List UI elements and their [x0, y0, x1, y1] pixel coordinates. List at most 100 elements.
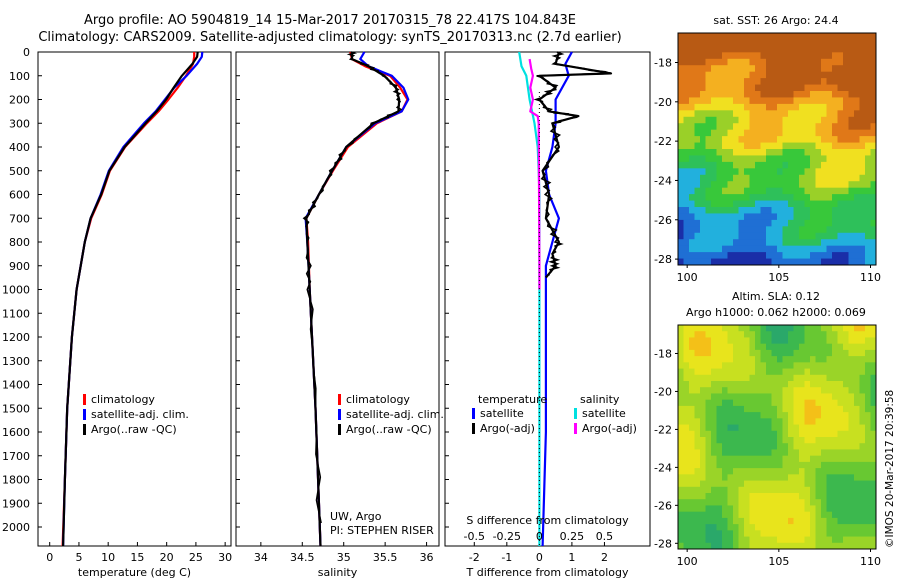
sst-map-cell [804, 52, 811, 60]
sst-map-cell [782, 168, 789, 176]
difference-xtick-label: 0 [536, 551, 543, 564]
sla-map-cell [782, 381, 789, 388]
sla-map-cell [782, 405, 789, 413]
sst-map-cell [843, 161, 849, 169]
sla-map-cell [865, 524, 871, 531]
sla-map-cell [727, 393, 734, 401]
sst-map-cell [683, 161, 690, 169]
sla-map-cell [859, 343, 866, 351]
sla-map-cell [766, 474, 772, 482]
sla-map-cell [782, 524, 789, 531]
sst-map-cell [826, 84, 833, 92]
sst-map-cell [738, 200, 745, 208]
sst-map-cell [766, 187, 772, 195]
sst-map-cell [843, 245, 849, 253]
sla-map-cell [793, 368, 800, 376]
sst-map-cell [793, 58, 800, 66]
sst-map-cell [694, 58, 701, 66]
sla-map-cell [843, 349, 849, 357]
sla-map-cell [738, 474, 745, 482]
sla-map-cell [711, 449, 717, 457]
sst-map-cell [810, 71, 816, 79]
sla-map-cell [782, 393, 789, 401]
sst-map-cell [727, 91, 734, 98]
sst-map-cell [815, 245, 822, 253]
temperature-xtick-label: 10 [101, 551, 115, 564]
sla-map-cell [854, 449, 860, 457]
sst-map-cell [859, 91, 866, 98]
sst-map-cell [716, 207, 723, 214]
sla-map-cell [683, 542, 690, 550]
sla-map-cell [865, 474, 871, 482]
sla-map-cell [744, 331, 750, 338]
sst-map-cell [744, 168, 750, 176]
sst-map-cell [777, 91, 783, 98]
sst-map-cell [716, 168, 723, 176]
sst-map-cell [700, 252, 706, 260]
sst-map-cell [826, 187, 833, 195]
sla-map-cell [804, 331, 811, 338]
sst-map-cell [727, 103, 734, 111]
sla-map-cell [711, 393, 717, 401]
sla-map-cell [821, 499, 827, 506]
sst-map-cell [700, 39, 706, 47]
sst-map-cell [848, 207, 855, 214]
sst-map-cell [777, 123, 783, 131]
sst-map-cell [782, 245, 789, 253]
sla-map-cell [683, 325, 690, 332]
sla-map-cell [815, 474, 822, 482]
sst-map-cell [854, 149, 860, 156]
sst-map-cell [678, 116, 684, 124]
sst-map-cell [870, 97, 877, 105]
sst-map-cell [760, 258, 767, 266]
sst-map-cell [799, 174, 805, 182]
sla-map-cell [832, 424, 838, 432]
sst-map-cell [810, 123, 816, 131]
sst-map-cell [749, 84, 756, 92]
sst-map-cell [694, 258, 701, 266]
sst-map-cell [810, 52, 816, 60]
sla-map-cell [689, 325, 695, 332]
sla-map-cell [733, 524, 739, 531]
sla-map-cell [821, 524, 827, 531]
sla-map-xtick-label: 105 [768, 555, 789, 568]
sla-map-cell [689, 468, 695, 475]
sla-map-cell [799, 505, 805, 513]
salinity-xtick-label: 35.5 [373, 551, 398, 564]
sst-map-cell [799, 207, 805, 214]
sst-map-cell [738, 245, 745, 253]
sst-map-cell [815, 116, 822, 124]
sst-map-cell [711, 161, 717, 169]
sst-map-cell [689, 103, 695, 111]
sst-map-cells [678, 33, 877, 266]
sst-map-cell [804, 142, 811, 150]
sst-map-cell [700, 168, 706, 176]
sla-map-cell [837, 362, 844, 370]
sst-map-cell [749, 58, 756, 66]
sla-map-cell [843, 493, 849, 500]
sst-map-cell [843, 168, 849, 176]
sla-map-cell [722, 424, 728, 432]
sst-map-cell [683, 200, 690, 208]
sst-map-cell [771, 52, 778, 60]
sla-map-cell [821, 349, 827, 357]
depth-tick-label: 1000 [2, 284, 30, 297]
sla-map-ytick-label: -28 [654, 537, 672, 550]
sla-map-cell [821, 356, 827, 363]
sst-map-cell [826, 91, 833, 98]
sst-map-cell [766, 200, 772, 208]
sst-map-cell [870, 52, 877, 60]
sst-map-cell [859, 149, 866, 156]
sla-map-cell [843, 511, 849, 519]
sla-map-cell [804, 461, 811, 469]
sla-map-cell [689, 381, 695, 388]
sla-map-cell [782, 486, 789, 494]
sst-map-cell [821, 39, 827, 47]
sla-map-cell [859, 505, 866, 513]
sla-map-cell [848, 517, 855, 525]
sst-map-cell [859, 110, 866, 118]
sst-map-cell [837, 84, 844, 92]
sst-map-cell [711, 232, 717, 240]
sst-map-cell [755, 174, 761, 182]
sla-map-cell [782, 461, 789, 469]
